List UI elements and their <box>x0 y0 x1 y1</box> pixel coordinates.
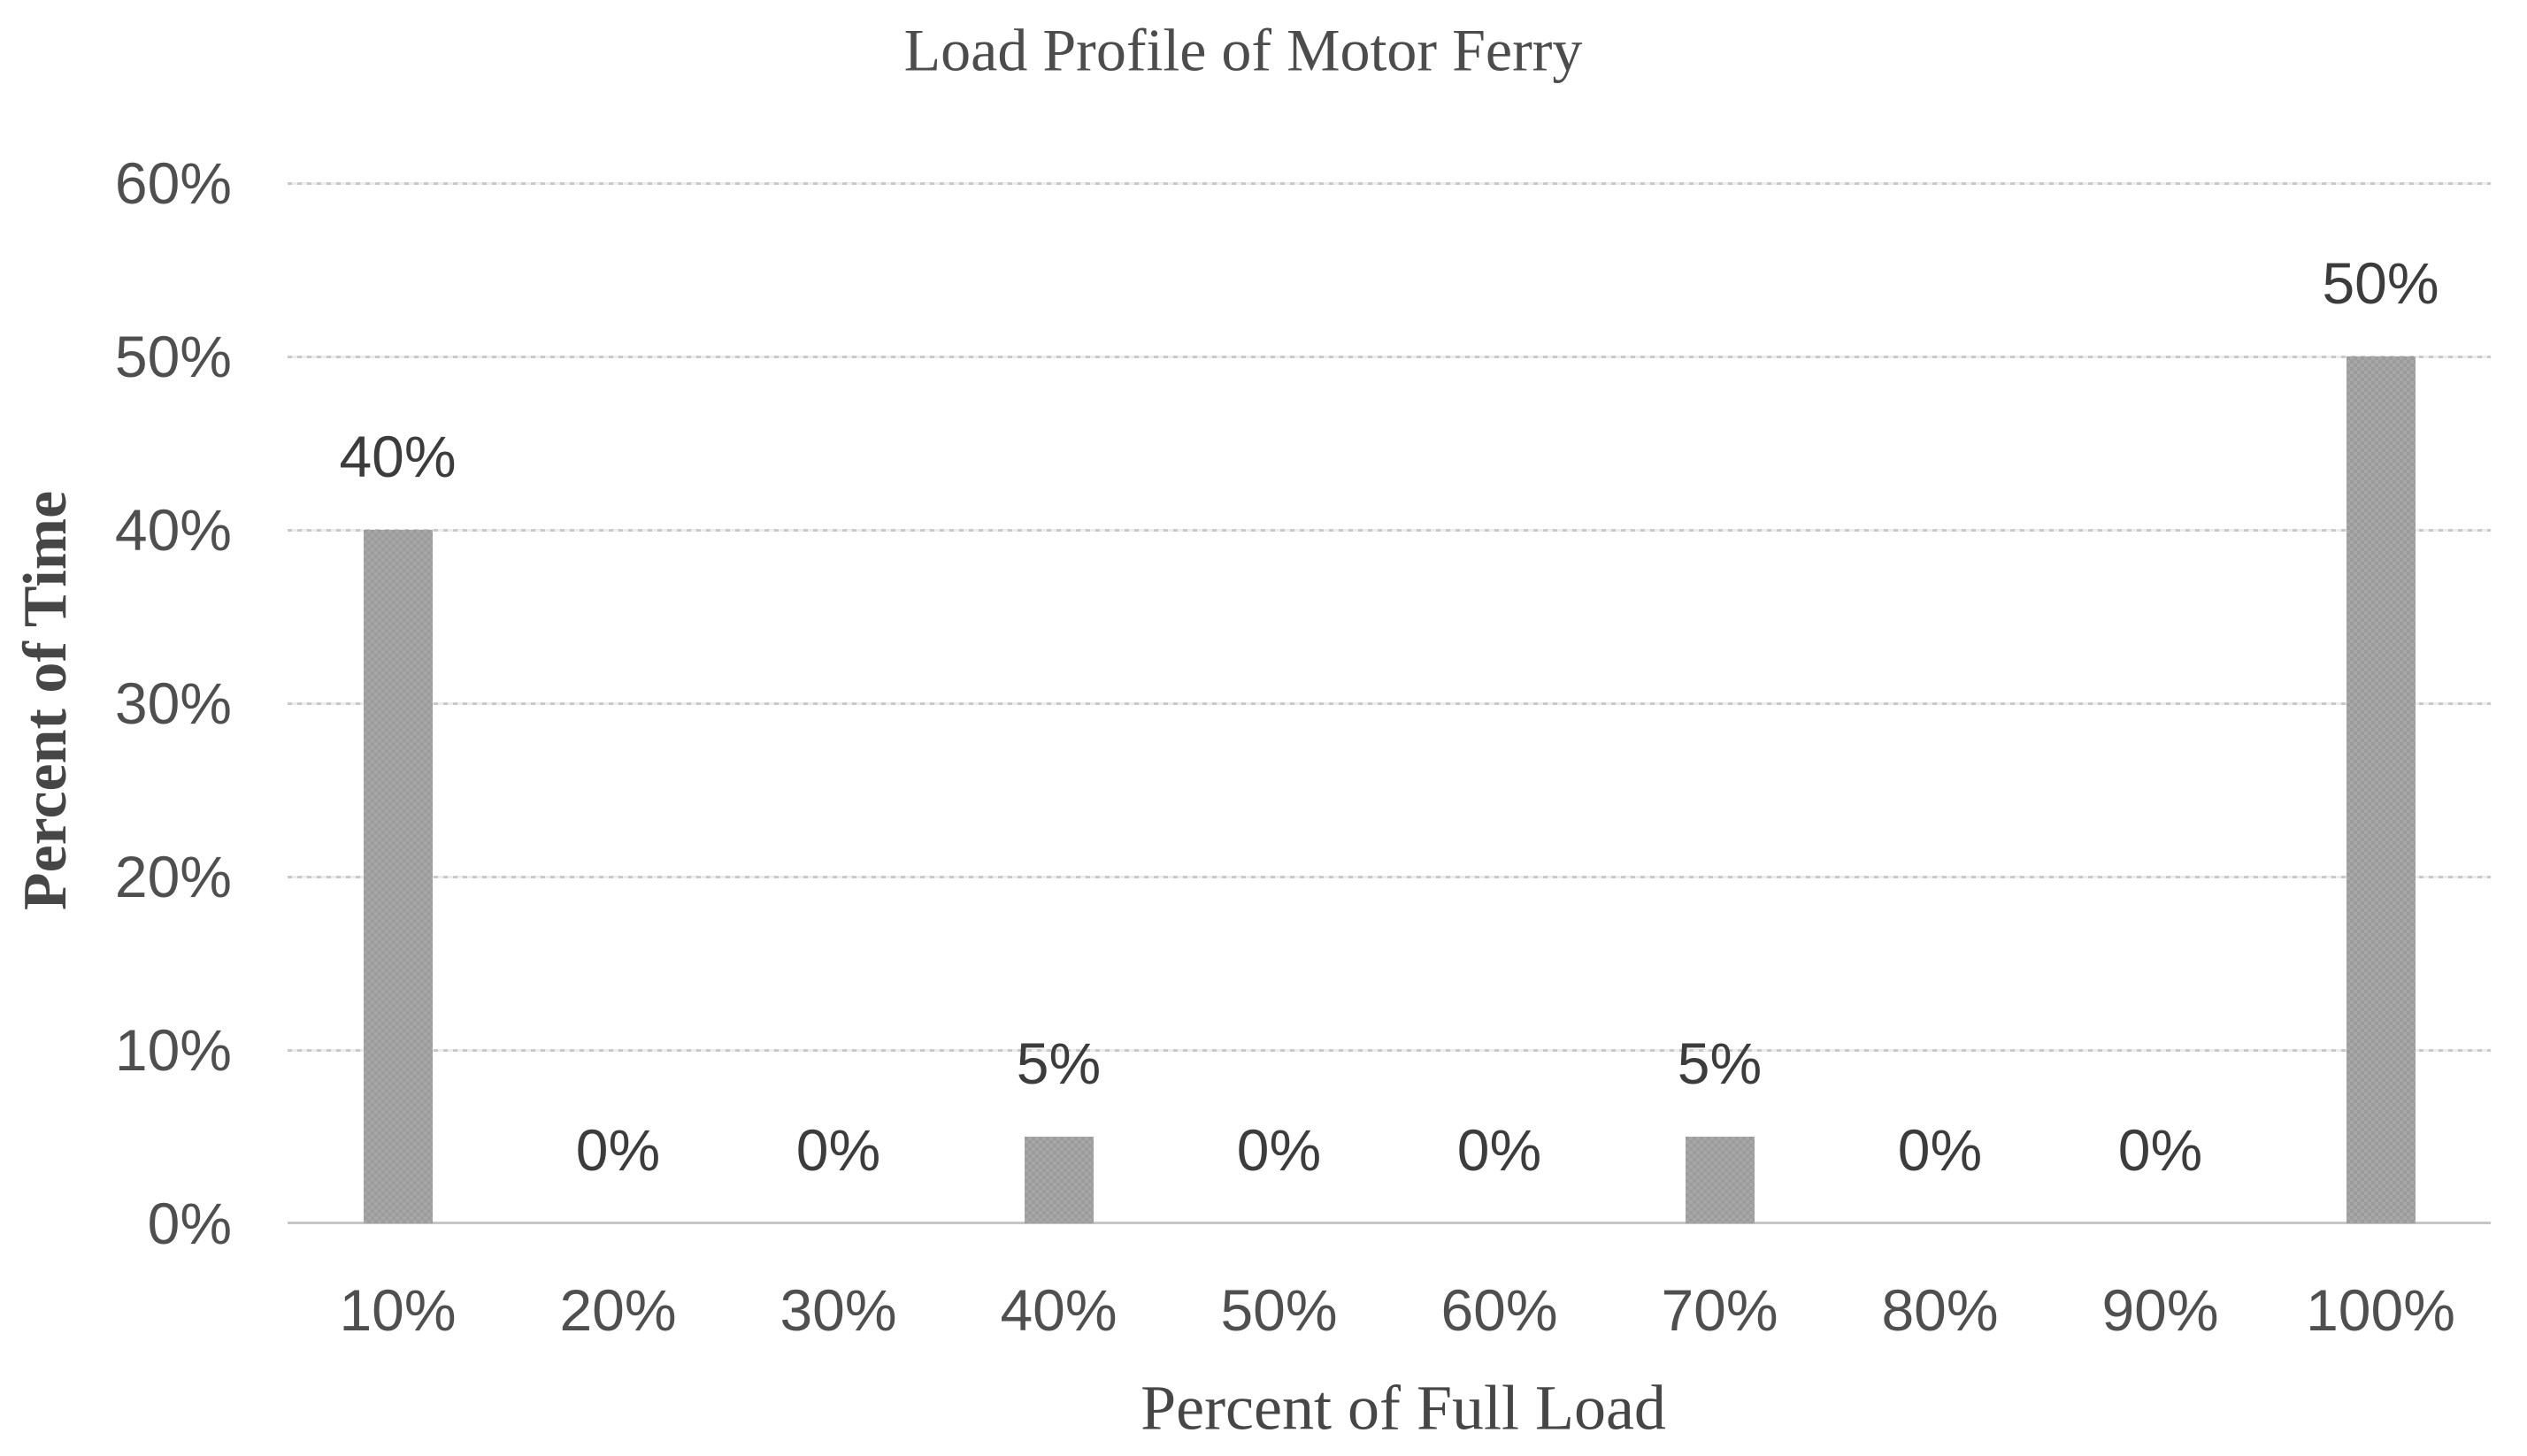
gridline <box>288 876 2491 878</box>
bar-data-label: 5% <box>1677 1031 1763 1096</box>
x-tick-label: 90% <box>2101 1277 2219 1343</box>
x-tick-label: 50% <box>1220 1277 1338 1343</box>
y-tick-label: 60% <box>114 150 232 216</box>
category-cell: 5% <box>949 183 1169 1223</box>
gridline <box>288 702 2491 705</box>
category-cell: 0% <box>1169 183 1389 1223</box>
plot-area: 40% 0% 0% 5% 0% 0% 5% 0% 0% 50% <box>288 182 2491 1224</box>
x-axis-title: Percent of Full Load <box>1141 1372 1666 1444</box>
bar-data-label: 0% <box>1456 1117 1542 1183</box>
bar-data-label: 5% <box>1016 1031 1102 1096</box>
bar-data-label: 50% <box>2322 250 2439 316</box>
category-cell: 0% <box>1389 183 1609 1223</box>
y-tick-label: 10% <box>114 1017 232 1083</box>
y-tick-label: 50% <box>114 324 232 389</box>
y-tick-label: 30% <box>114 671 232 736</box>
category-cell: 40% <box>288 183 508 1223</box>
y-tick-label: 20% <box>114 844 232 909</box>
x-tick-label: 80% <box>1881 1277 1999 1343</box>
bar-data-label: 40% <box>339 424 457 489</box>
gridline <box>288 356 2491 358</box>
bar-data-label: 0% <box>1897 1117 1983 1183</box>
gridline <box>288 529 2491 532</box>
category-cell: 5% <box>1609 183 1830 1223</box>
x-tick-label: 20% <box>559 1277 677 1343</box>
x-tick-label: 70% <box>1661 1277 1778 1343</box>
bar-data-label: 0% <box>575 1117 661 1183</box>
bar-data-label: 0% <box>2117 1117 2203 1183</box>
y-tick-label: 40% <box>114 497 232 563</box>
category-cell: 0% <box>1830 183 2050 1223</box>
bar <box>1685 1137 1755 1223</box>
x-tick-label: 10% <box>339 1277 457 1343</box>
gridline <box>288 182 2491 185</box>
bar-data-label: 0% <box>1236 1117 1322 1183</box>
category-cell: 0% <box>728 183 949 1223</box>
chart-title: Load Profile of Motor Ferry <box>903 16 1583 84</box>
x-axis-line <box>288 1222 2491 1224</box>
y-tick-label: 0% <box>147 1191 232 1256</box>
bar-data-label: 0% <box>795 1117 881 1183</box>
bar <box>1024 1137 1094 1223</box>
bar <box>2346 356 2416 1223</box>
x-tick-label: 30% <box>780 1277 897 1343</box>
category-cell: 0% <box>2050 183 2270 1223</box>
bar <box>363 530 433 1223</box>
gridline <box>288 1049 2491 1052</box>
x-tick-label: 100% <box>2306 1277 2455 1343</box>
x-tick-label: 40% <box>1000 1277 1118 1343</box>
category-cell: 50% <box>2270 183 2491 1223</box>
x-tick-label: 60% <box>1440 1277 1558 1343</box>
category-cell: 0% <box>508 183 728 1223</box>
